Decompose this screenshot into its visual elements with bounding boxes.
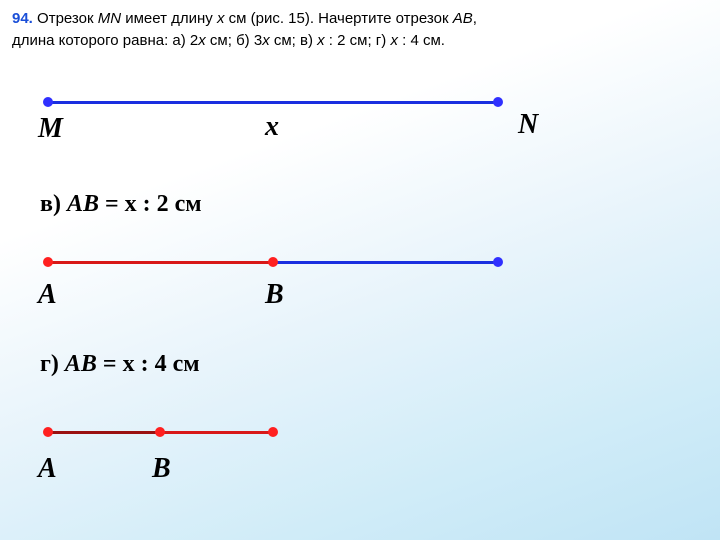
endpoint-g-b-dot [155, 427, 165, 437]
endpoint-g-red-right [268, 427, 278, 437]
label-v-a: A [38, 279, 57, 311]
segment-g-dark [48, 431, 160, 434]
t-x1: x [198, 32, 206, 49]
endpoint-g-a-dot [43, 427, 53, 437]
endpoint-n-dot [493, 97, 503, 107]
label-g-a: A [38, 453, 57, 485]
caption-v: в) AB = x : 2 см [40, 191, 202, 218]
cap-g-rest: = x : 4 см [97, 351, 200, 377]
t-x4: x [390, 32, 398, 49]
cap-v-ab: AB [67, 191, 99, 217]
segment-v-red [48, 261, 273, 264]
t-x3: x [317, 32, 325, 49]
t7: см; в) [270, 32, 317, 49]
label-n: N [518, 109, 538, 141]
diagram: M x N в) AB = x : 2 см A B г) AB = x : 4… [0, 56, 720, 526]
t2: имеет длину [121, 10, 217, 27]
segment-mn [48, 101, 498, 104]
cap-v-prefix: в) [40, 191, 67, 217]
label-v-b: B [265, 279, 284, 311]
cap-g-prefix: г) [40, 351, 65, 377]
cap-g-ab: AB [65, 351, 97, 377]
t8: : 2 см; г) [325, 32, 391, 49]
t-x2: x [262, 32, 270, 49]
endpoint-v-b-dot [268, 257, 278, 267]
t1: Отрезок [37, 10, 98, 27]
problem-number: 94. [12, 10, 33, 27]
t9: : 4 см. [398, 32, 445, 49]
endpoint-m-dot [43, 97, 53, 107]
problem-statement: 94. Отрезок MN имеет длину x см (рис. 15… [0, 0, 720, 56]
t3: см (рис. 15). Начертите отрезок [224, 10, 452, 27]
t5: длина которого равна: а) 2 [12, 32, 198, 49]
endpoint-v-a-dot [43, 257, 53, 267]
label-m: M [38, 113, 63, 145]
cap-v-rest: = x : 2 см [99, 191, 202, 217]
label-g-b: B [152, 453, 171, 485]
endpoint-v-blue-right [493, 257, 503, 267]
t-ab: AB [453, 10, 473, 27]
caption-g: г) AB = x : 4 см [40, 351, 200, 378]
t6: см; б) 3 [206, 32, 262, 49]
t-mn: MN [98, 10, 121, 27]
label-x: x [265, 111, 279, 143]
t4: , [473, 10, 477, 27]
